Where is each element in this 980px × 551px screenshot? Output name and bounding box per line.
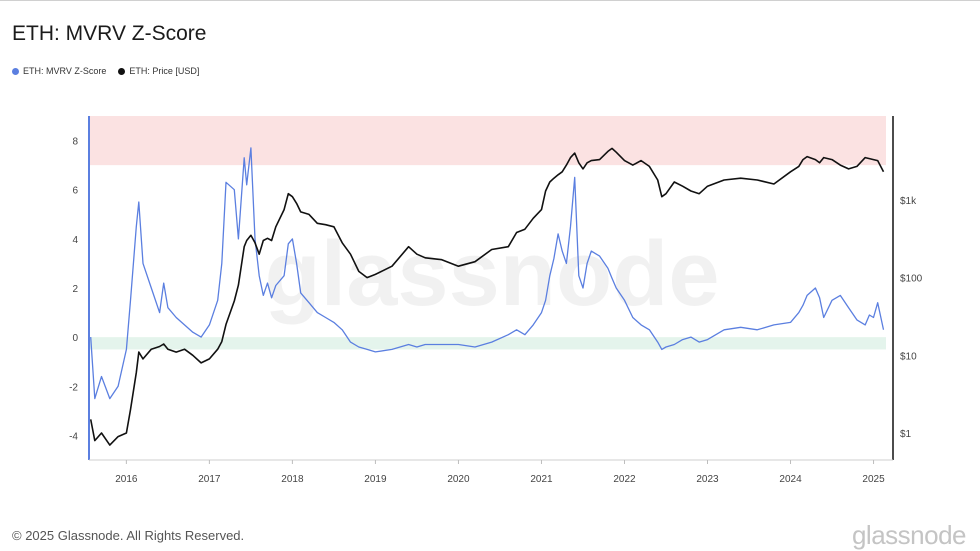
series-line-eth-price: [89, 147, 885, 446]
series-lines: [89, 147, 885, 446]
left-tick-label: 0: [72, 333, 78, 344]
left-tick-label: 2: [72, 284, 78, 295]
left-tick-label: 6: [72, 186, 78, 197]
left-tick-label: 4: [72, 235, 78, 246]
x-tick-label: 2016: [115, 474, 138, 485]
right-tick-label: $1: [900, 429, 912, 440]
legend: ETH: MVRV Z-Score ETH: Price [USD]: [12, 66, 199, 76]
left-axis-ticks: 8 6 4 2 0 -2 -4: [69, 137, 78, 443]
overvalued-band: [89, 116, 886, 166]
legend-dot-price: [118, 67, 126, 75]
right-tick-label: $100: [900, 274, 923, 285]
copyright-footer: © 2025 Glassnode. All Rights Reserved.: [12, 528, 245, 543]
legend-label-price: ETH: Price [USD]: [129, 66, 200, 76]
x-tick-label: 2020: [447, 474, 470, 485]
x-tick-label: 2023: [696, 474, 719, 485]
legend-label-zscore: ETH: MVRV Z-Score: [23, 66, 107, 76]
x-tick-label: 2017: [198, 474, 221, 485]
left-tick-label: -2: [69, 382, 78, 393]
brand-logo: glassnode: [851, 520, 967, 550]
chart-title: ETH: MVRV Z-Score: [12, 22, 207, 45]
x-tick-label: 2025: [862, 474, 885, 485]
series-line-mvrv-zscore: [90, 147, 885, 400]
watermark: glassnode: [264, 223, 719, 325]
left-tick-label: -4: [69, 431, 78, 442]
right-tick-label: $1k: [900, 196, 917, 207]
legend-dot-zscore: [12, 67, 19, 75]
legend-item-price[interactable]: ETH: Price [USD]: [118, 66, 199, 76]
right-tick-label: $10: [900, 351, 917, 362]
legend-item-zscore[interactable]: ETH: MVRV Z-Score: [12, 66, 106, 76]
top-rule: [0, 0, 980, 1]
x-tick-label: 2024: [779, 474, 802, 485]
x-tick-label: 2019: [364, 474, 387, 485]
x-axis-ticks: 2016 2017 2018 2019 2020 2021 2022 2023 2024 2025: [115, 460, 885, 485]
axes: [88, 116, 894, 461]
x-tick-label: 2021: [530, 474, 553, 485]
x-tick-label: 2022: [613, 474, 636, 485]
right-axis-ticks: $1k $100 $10 $1: [900, 196, 923, 440]
left-tick-label: 8: [72, 137, 78, 148]
x-tick-label: 2018: [281, 474, 304, 485]
